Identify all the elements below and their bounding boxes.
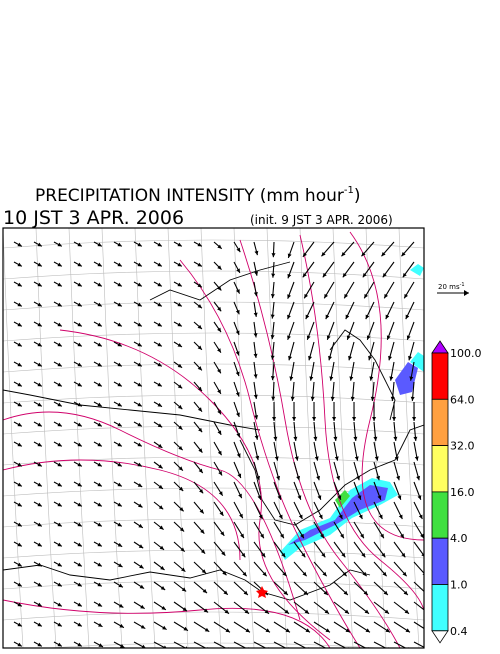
wind-arrowhead	[369, 376, 373, 380]
wind-arrowhead	[255, 456, 259, 460]
wind-arrowhead	[412, 417, 416, 421]
wind-arrowhead	[255, 435, 259, 439]
map-contents	[3, 228, 452, 650]
wind-arrow	[414, 642, 431, 650]
wind-arrowhead	[292, 417, 296, 421]
colorbar-label: 100.0	[450, 347, 482, 360]
wind-arrowhead	[333, 437, 337, 441]
grid-line	[3, 271, 424, 279]
wind-arrowhead	[392, 417, 396, 421]
wind-arrowhead	[411, 397, 415, 401]
wind-arrow	[354, 642, 371, 650]
colorbar-segment	[432, 585, 448, 631]
wind-arrowhead	[311, 397, 315, 401]
grid-line	[3, 333, 424, 341]
valid-time: 10 JST 3 APR. 2006	[3, 207, 184, 229]
precip-area	[410, 264, 424, 276]
grid-line	[3, 643, 424, 650]
wind-arrow	[274, 642, 291, 650]
wind-arrow	[294, 642, 311, 650]
precip-area	[395, 362, 418, 395]
map	[3, 228, 452, 650]
pressure-contours	[3, 232, 425, 648]
wind-arrowhead	[271, 355, 275, 359]
wind-arrowhead	[309, 376, 313, 380]
contour	[300, 235, 425, 620]
colorbar-label: 1.0	[450, 579, 468, 592]
wind-arrowhead	[352, 417, 356, 421]
wind-arrowhead	[271, 274, 275, 278]
wind-arrowhead	[425, 610, 429, 614]
colorbar-segment	[432, 399, 448, 445]
wind-scale: 20 ms-1	[437, 282, 469, 296]
wind-arrowhead	[291, 397, 295, 401]
wind-arrowhead	[293, 437, 297, 441]
coastline	[330, 330, 395, 420]
grid-line	[3, 240, 424, 248]
wind-arrow	[374, 642, 391, 650]
wind-arrowhead	[413, 437, 417, 441]
wind-arrowhead	[389, 376, 393, 380]
colorbar-segment	[432, 492, 448, 538]
contour	[180, 260, 360, 648]
colorbar-segment	[432, 446, 448, 492]
wind-arrowhead	[161, 586, 165, 590]
wind-scale-arrowhead	[464, 290, 469, 296]
wind-arrowhead	[236, 392, 240, 396]
colorbar-over	[432, 341, 448, 353]
colorbar-under	[432, 631, 448, 643]
wind-scale-label: 20 ms-1	[438, 282, 465, 291]
location-star	[256, 586, 268, 598]
coastlines	[3, 262, 424, 600]
wind-arrow	[414, 562, 427, 576]
colorbar-segment	[432, 538, 448, 584]
wind-arrowhead	[272, 253, 276, 257]
wind-arrowhead	[289, 376, 293, 380]
wind-arrowhead	[271, 376, 275, 380]
grid-line	[3, 612, 424, 620]
wind-arrowhead	[329, 376, 333, 380]
grid-line	[3, 364, 424, 372]
wind-arrow	[394, 642, 411, 650]
wind-arrowhead	[393, 437, 397, 441]
wind-arrowhead	[315, 456, 319, 460]
wind-arrowhead	[236, 413, 240, 417]
colorbar-segment	[432, 353, 448, 399]
wind-arrowhead	[272, 417, 276, 421]
wind-arrowhead	[236, 372, 240, 376]
grid-line	[3, 519, 424, 527]
wind-arrowhead	[313, 437, 317, 441]
wind-arrowhead	[375, 456, 379, 460]
wind-arrowhead	[332, 417, 336, 421]
colorbar-label: 4.0	[450, 532, 468, 545]
lat-lon-grid	[3, 228, 452, 650]
wind-arrowhead	[271, 294, 275, 298]
wind-arrowhead	[271, 397, 275, 401]
wind-arrowhead	[372, 417, 376, 421]
colorbar-label: 0.4	[450, 625, 468, 638]
wind-arrowhead	[373, 437, 377, 441]
colorbar-label: 16.0	[450, 486, 475, 499]
colorbar: 100.0 64.0 32.0 16.0 4.0 1.0 0.4	[432, 341, 482, 643]
wind-arrowhead	[426, 628, 430, 632]
grid-line	[3, 457, 424, 465]
title: PRECIPITATION INTENSITY (mm hour-1)	[35, 185, 361, 206]
wind-arrowhead	[312, 417, 316, 421]
init-time: (init. 9 JST 3 APR. 2006)	[250, 213, 393, 227]
contour	[240, 240, 400, 648]
wind-vectors	[14, 242, 431, 650]
wind-arrowhead	[353, 437, 357, 441]
wind-arrowhead	[331, 397, 335, 401]
wind-arrow	[414, 622, 430, 632]
colorbar-label: 32.0	[450, 440, 475, 453]
colorbar-label: 64.0	[450, 393, 475, 406]
wind-arrowhead	[415, 456, 419, 460]
wind-arrowhead	[355, 456, 359, 460]
grid-line	[3, 426, 424, 434]
wind-arrowhead	[349, 376, 353, 380]
wind-arrowhead	[273, 437, 277, 441]
